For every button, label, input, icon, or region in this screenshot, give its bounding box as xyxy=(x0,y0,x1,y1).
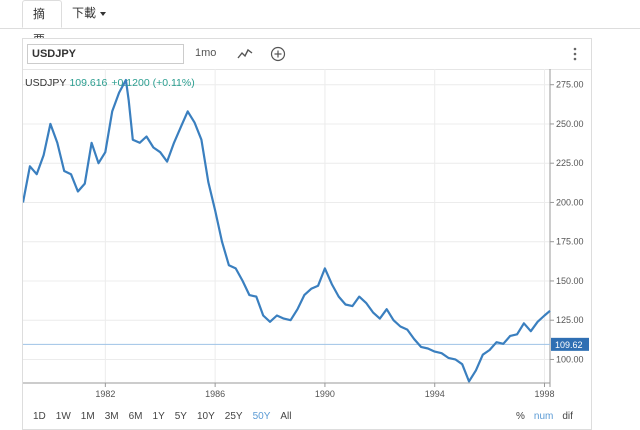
x-tick-label: 1994 xyxy=(425,389,445,399)
tab-download[interactable]: 下載 xyxy=(62,0,116,28)
last-value-badge xyxy=(551,337,589,351)
range-button-6m[interactable]: 6M xyxy=(128,411,143,422)
quote-header: USDJPY 109.616 +0.1200 (+0.11%) xyxy=(25,77,195,89)
last-value-label: 109.62 xyxy=(555,340,583,350)
y-tick-label: 275.00 xyxy=(556,80,584,90)
scale-selector: % num dif xyxy=(516,411,582,422)
chart-widget: 1mo 275.00 250.00 225.00 200.00 175.00 150.00… xyxy=(22,38,592,430)
quote-price: 109.616 xyxy=(69,77,108,89)
x-tick-label: 1998 xyxy=(534,389,554,399)
chevron-down-icon xyxy=(100,11,107,16)
line-chart-icon[interactable] xyxy=(236,45,254,63)
y-tick-label: 225.00 xyxy=(556,158,584,168)
y-tick-label: 150.00 xyxy=(556,276,584,286)
y-tick-label: 250.00 xyxy=(556,119,584,129)
tab-download-label: 下載 xyxy=(72,6,97,20)
y-tick-label: 200.00 xyxy=(556,197,584,207)
x-tick-label: 1982 xyxy=(95,389,115,399)
add-circle-icon[interactable] xyxy=(269,45,287,63)
x-tick-label: 1986 xyxy=(205,389,225,399)
scale-button-dif[interactable]: dif xyxy=(562,411,573,422)
range-button-all[interactable]: All xyxy=(280,411,292,422)
range-button-1y[interactable]: 1Y xyxy=(152,411,165,422)
x-tick-label: 1990 xyxy=(315,389,335,399)
scale-button-num[interactable]: num xyxy=(533,411,554,422)
range-button-50y[interactable]: 50Y xyxy=(252,411,271,422)
range-selector: 1D 1W 1M 3M 6M 1Y 5Y 10Y 25Y 50Y All xyxy=(33,411,302,422)
range-button-3m[interactable]: 3M xyxy=(104,411,119,422)
y-tick-label: 175.00 xyxy=(556,237,584,247)
range-button-1d[interactable]: 1D xyxy=(33,411,46,422)
range-button-25y[interactable]: 25Y xyxy=(224,411,243,422)
series-line-usdjpy xyxy=(23,78,551,383)
scale-button-percent[interactable]: % xyxy=(516,411,525,422)
y-tick-label: 100.00 xyxy=(556,354,584,364)
range-button-10y[interactable]: 10Y xyxy=(196,411,215,422)
range-button-5y[interactable]: 5Y xyxy=(174,411,187,422)
range-button-1m[interactable]: 1M xyxy=(80,411,95,422)
tab-summary[interactable]: 摘要 xyxy=(22,0,62,47)
more-vertical-icon[interactable] xyxy=(573,46,577,62)
y-tick-label: 125.00 xyxy=(556,315,584,325)
chart-toolbar: 1mo xyxy=(23,39,591,70)
range-button-1w[interactable]: 1W xyxy=(55,411,71,422)
tab-bar: 摘要 下載 xyxy=(0,0,640,47)
price-chart[interactable]: 275.00 250.00 225.00 200.00 175.00 150.00 125.… xyxy=(23,39,591,429)
symbol-input[interactable] xyxy=(27,44,184,64)
quote-change: +0.1200 (+0.11%) xyxy=(111,77,195,89)
quote-symbol: USDJPY xyxy=(25,77,67,89)
period-selector[interactable]: 1mo xyxy=(195,47,217,59)
